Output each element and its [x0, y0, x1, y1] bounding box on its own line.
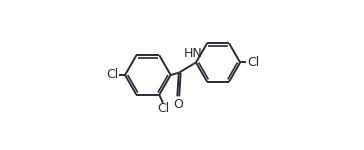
Text: Cl: Cl [247, 56, 259, 69]
Text: Cl: Cl [157, 102, 169, 115]
Text: O: O [173, 98, 183, 111]
Text: Cl: Cl [106, 69, 118, 81]
Text: HN: HN [183, 47, 202, 60]
